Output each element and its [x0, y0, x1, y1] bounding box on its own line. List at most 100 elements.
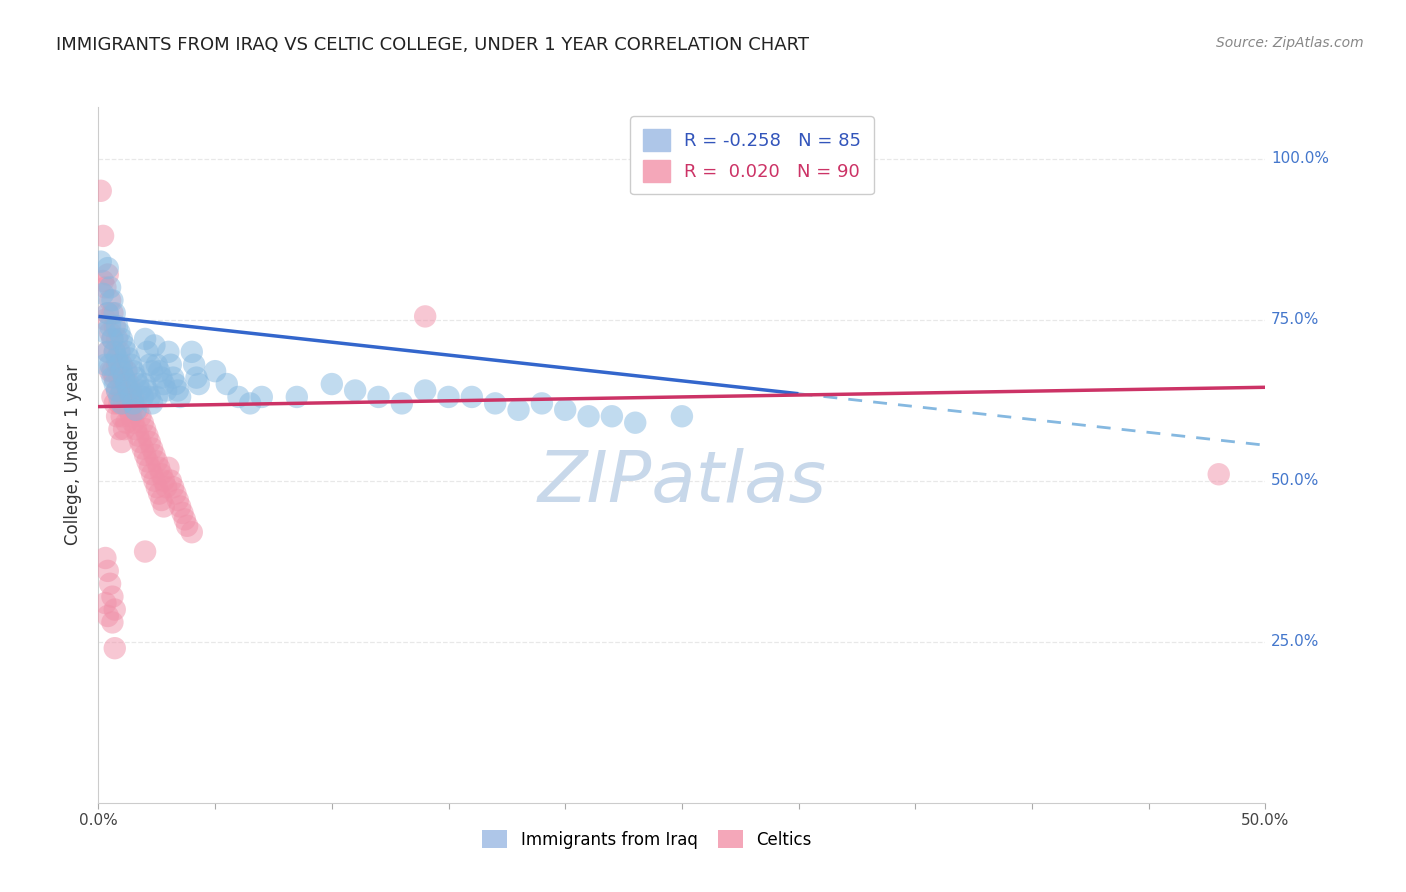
Point [104, 396, 127, 410]
Point [97, 306, 120, 320]
Point [169, 500, 191, 514]
Point [173, 512, 195, 526]
Point [112, 422, 135, 436]
Point [578, 409, 600, 424]
Point [122, 364, 145, 378]
Point [391, 396, 413, 410]
Point [108, 344, 131, 359]
Point [285, 390, 308, 404]
Point [671, 409, 693, 424]
Point [108, 370, 131, 384]
Point [141, 442, 163, 456]
Point [94, 358, 117, 372]
Point [108, 422, 131, 436]
Point [367, 390, 389, 404]
Point [204, 364, 226, 378]
Point [101, 615, 124, 630]
Point [108, 396, 131, 410]
Point [157, 460, 180, 475]
Point [112, 396, 135, 410]
Point [508, 402, 530, 417]
Point [143, 474, 166, 488]
Point [129, 435, 152, 450]
Point [1208, 467, 1230, 482]
Point [105, 409, 128, 424]
Point [148, 486, 170, 500]
Point [105, 384, 128, 398]
Point [413, 384, 436, 398]
Point [98, 319, 121, 334]
Point [104, 306, 127, 320]
Point [139, 358, 162, 372]
Point [165, 486, 187, 500]
Point [94, 596, 117, 610]
Point [125, 422, 148, 436]
Point [146, 358, 169, 372]
Point [157, 344, 180, 359]
Point [101, 364, 124, 378]
Point [101, 590, 124, 604]
Point [97, 268, 120, 282]
Point [111, 396, 134, 410]
Point [105, 351, 128, 366]
Point [129, 384, 152, 398]
Point [437, 390, 460, 404]
Point [624, 416, 647, 430]
Point [108, 358, 131, 372]
Point [187, 377, 209, 392]
Point [125, 396, 148, 410]
Point [136, 428, 159, 442]
Point [150, 370, 173, 384]
Point [97, 261, 120, 276]
Point [530, 396, 553, 410]
Point [125, 370, 148, 384]
Y-axis label: College, Under 1 year: College, Under 1 year [65, 364, 83, 546]
Point [97, 344, 120, 359]
Point [118, 351, 141, 366]
Point [120, 358, 142, 372]
Point [98, 326, 121, 340]
Point [90, 254, 112, 268]
Point [139, 435, 162, 450]
Point [146, 390, 169, 404]
Point [180, 525, 202, 540]
Point [139, 460, 162, 475]
Point [115, 344, 138, 359]
Point [105, 319, 128, 334]
Point [120, 384, 142, 398]
Point [97, 306, 120, 320]
Point [112, 370, 135, 384]
Point [98, 293, 121, 308]
Point [98, 576, 121, 591]
Point [105, 384, 128, 398]
Point [155, 384, 177, 398]
Point [105, 332, 128, 346]
Point [139, 390, 162, 404]
Point [97, 609, 120, 624]
Text: 50.0%: 50.0% [1271, 473, 1320, 488]
Point [115, 364, 138, 378]
Point [600, 409, 623, 424]
Point [91, 274, 114, 288]
Point [166, 384, 188, 398]
Point [152, 377, 174, 392]
Point [101, 390, 124, 404]
Point [239, 396, 262, 410]
Point [150, 467, 173, 482]
Point [134, 422, 156, 436]
Point [98, 364, 121, 378]
Point [98, 280, 121, 294]
Point [129, 409, 152, 424]
Point [250, 390, 273, 404]
Point [413, 310, 436, 324]
Point [132, 442, 155, 456]
Point [143, 448, 166, 462]
Point [101, 293, 124, 308]
Point [112, 370, 135, 384]
Point [94, 312, 117, 326]
Point [97, 564, 120, 578]
Point [120, 390, 142, 404]
Point [90, 184, 112, 198]
Text: 100.0%: 100.0% [1271, 151, 1329, 166]
Point [101, 332, 124, 346]
